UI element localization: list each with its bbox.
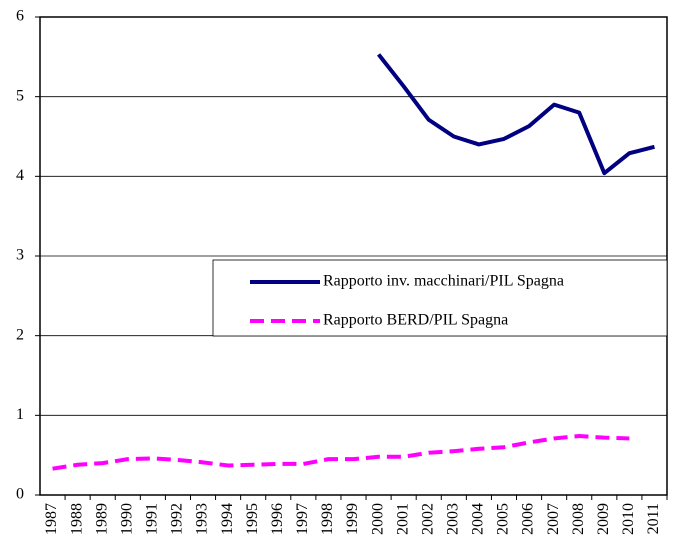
x-tick-label: 1987 — [43, 503, 60, 535]
x-tick-label: 1996 — [269, 503, 286, 535]
y-tick-label: 0 — [16, 486, 24, 503]
x-tick-label: 1995 — [244, 503, 261, 535]
y-tick-label: 2 — [16, 326, 24, 343]
x-tick-label: 1991 — [144, 503, 161, 535]
series-line — [377, 53, 655, 176]
x-tick-label: 2009 — [595, 503, 612, 535]
x-tick-label: 1997 — [294, 503, 311, 535]
x-tick-label: 2002 — [419, 503, 436, 535]
x-tick-label: 2000 — [369, 503, 386, 535]
y-tick-label: 1 — [16, 406, 24, 423]
plot-border — [39, 16, 668, 496]
x-tick-label: 1998 — [319, 503, 336, 535]
x-tick-label: 2004 — [470, 503, 487, 535]
series-line — [52, 434, 630, 471]
x-tick-label: 1994 — [219, 503, 236, 535]
x-tick-label: 2007 — [545, 503, 562, 535]
legend-label: Rapporto inv. macchinari/PIL Spagna — [323, 273, 564, 290]
y-tick-label: 3 — [16, 247, 24, 264]
x-tick-label: 2011 — [645, 503, 662, 534]
y-tick-label: 4 — [16, 167, 24, 184]
x-tick-label: 1988 — [68, 503, 85, 535]
x-tick-label: 1989 — [93, 503, 110, 535]
y-tick-label: 5 — [16, 87, 24, 104]
x-tick-label: 2006 — [520, 503, 537, 535]
x-tick-label: 1992 — [169, 503, 186, 535]
x-tick-label: 1990 — [118, 503, 135, 535]
y-tick-label: 6 — [16, 8, 24, 25]
x-tick-label: 2001 — [394, 503, 411, 535]
legend-label: Rapporto BERD/PIL Spagna — [323, 312, 508, 329]
legend-box — [212, 259, 668, 337]
x-tick-label: 2010 — [620, 503, 637, 535]
x-tick-label: 2005 — [495, 503, 512, 535]
x-tick-label: 2008 — [570, 503, 587, 535]
x-tick-label: 1999 — [344, 503, 361, 535]
x-tick-label: 1993 — [194, 503, 211, 535]
x-tick-label: 2003 — [444, 503, 461, 535]
